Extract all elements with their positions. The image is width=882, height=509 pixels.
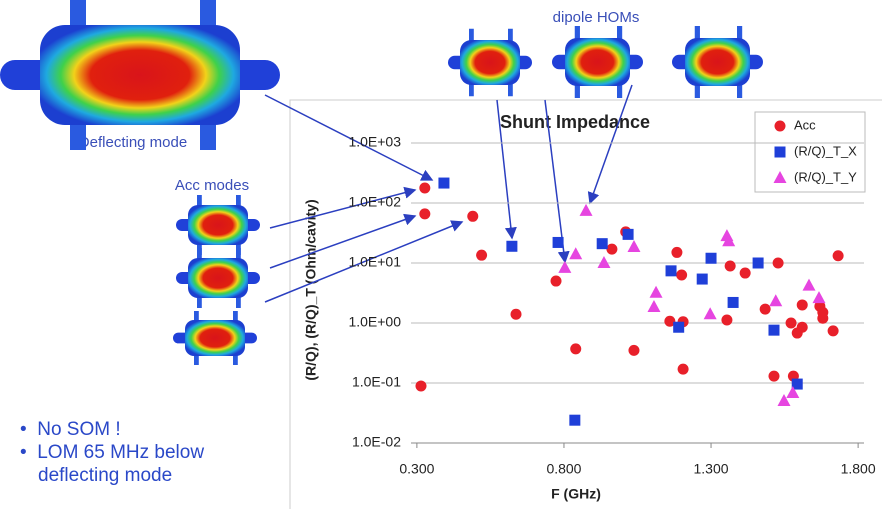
- point: [773, 258, 784, 269]
- point: [627, 240, 640, 252]
- point: [728, 297, 739, 308]
- point: [551, 276, 562, 287]
- point: [760, 304, 771, 315]
- x-tick-label: 1.800: [841, 461, 876, 477]
- cavity: [185, 320, 245, 356]
- point: [697, 274, 708, 285]
- point: [650, 286, 663, 298]
- point: [678, 364, 689, 375]
- deflecting-label: Deflecting mode: [79, 134, 187, 151]
- point: [467, 211, 478, 222]
- legend-marker: [775, 147, 786, 158]
- point: [671, 247, 682, 258]
- y-tick-label: 1.0E-02: [352, 434, 401, 450]
- point: [438, 178, 449, 189]
- point: [706, 253, 717, 264]
- point: [419, 208, 430, 219]
- legend-label: (R/Q)_T_X: [794, 143, 857, 158]
- y-tick-label: 1.0E-01: [352, 374, 401, 390]
- point: [597, 256, 610, 268]
- point: [828, 325, 839, 336]
- legend-label: Acc: [794, 117, 816, 132]
- point: [476, 250, 487, 261]
- point: [569, 247, 582, 259]
- point: [570, 343, 581, 354]
- point: [721, 315, 732, 326]
- cavity: [188, 205, 248, 245]
- point: [569, 415, 580, 426]
- point: [802, 279, 815, 291]
- point: [725, 261, 736, 272]
- y-tick-label: 1.0E+02: [348, 194, 401, 210]
- point: [740, 268, 751, 279]
- point: [580, 204, 593, 216]
- x-tick-label: 1.300: [694, 461, 729, 477]
- y-tick-label: 1.0E+03: [348, 134, 401, 150]
- point: [606, 244, 617, 255]
- point: [628, 345, 639, 356]
- legend-marker: [775, 121, 786, 132]
- cavity: [40, 25, 240, 125]
- bullet: LOM 65 MHz below deflecting mode: [20, 441, 250, 487]
- point: [676, 270, 687, 281]
- point: [416, 381, 427, 392]
- point: [623, 229, 634, 240]
- cavity: [685, 38, 750, 86]
- point: [786, 318, 797, 329]
- point: [553, 237, 564, 248]
- y-tick-label: 1.0E+01: [348, 254, 401, 270]
- cavity: [460, 40, 520, 85]
- chart-title: Shunt Impedance: [500, 112, 650, 132]
- point: [812, 291, 825, 303]
- slide: Shunt Impedance F (GHz) (R/Q), (R/Q)_T (…: [0, 0, 882, 509]
- acc-label: Acc modes: [175, 177, 249, 194]
- bullet-list: No SOM !LOM 65 MHz below deflecting mode: [20, 418, 250, 487]
- point: [797, 299, 808, 310]
- cavity: [188, 258, 248, 298]
- point: [597, 238, 608, 249]
- point: [797, 322, 808, 333]
- x-tick-label: 0.800: [546, 461, 581, 477]
- bullet: No SOM !: [20, 418, 250, 441]
- cavity: [565, 38, 630, 86]
- point: [673, 322, 684, 333]
- point: [769, 294, 782, 306]
- legend-label: (R/Q)_T_Y: [794, 169, 857, 184]
- y-tick-label: 1.0E+00: [348, 314, 401, 330]
- point: [419, 182, 430, 193]
- point: [647, 300, 660, 312]
- point: [833, 250, 844, 261]
- point: [511, 309, 522, 320]
- point: [817, 313, 828, 324]
- x-axis-label: F (GHz): [551, 486, 601, 502]
- point: [666, 265, 677, 276]
- point: [506, 241, 517, 252]
- point: [753, 258, 764, 269]
- x-tick-label: 0.300: [399, 461, 434, 477]
- dipole-label: dipole HOMs: [553, 9, 640, 26]
- point: [768, 325, 779, 336]
- y-axis-label: (R/Q), (R/Q)_T (Ohm/cavity): [303, 199, 319, 380]
- point: [704, 307, 717, 319]
- point: [768, 371, 779, 382]
